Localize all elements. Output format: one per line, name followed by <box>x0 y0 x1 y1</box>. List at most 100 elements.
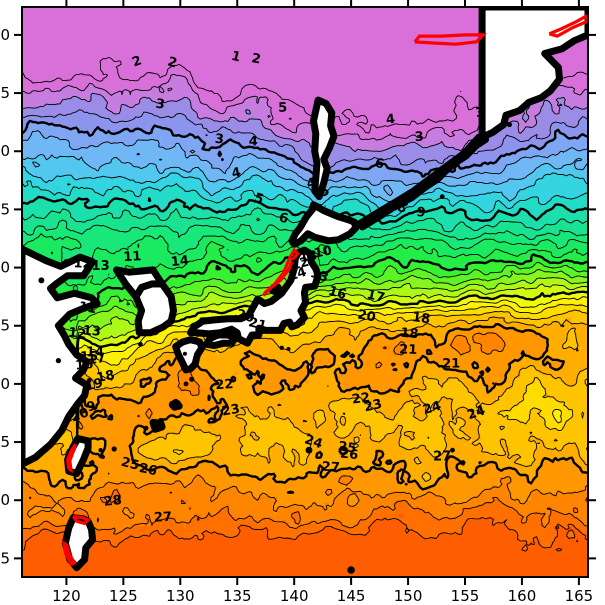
x-tick-label: 120 <box>52 587 81 605</box>
contour-label: 25 <box>337 439 357 457</box>
island-marker <box>286 347 291 351</box>
contour-label: 14 <box>86 345 104 360</box>
temperature-band <box>22 166 588 216</box>
contour-lines <box>22 56 588 552</box>
contour-label: 19 <box>76 399 98 419</box>
axis-ticks <box>14 0 596 585</box>
contour-label: 18 <box>95 368 116 386</box>
island-marker <box>98 448 103 453</box>
contour-label: 26 <box>339 446 359 463</box>
x-tick-label: 140 <box>280 587 309 605</box>
x-tick-label: 165 <box>565 587 594 605</box>
x-tick-label: 155 <box>451 587 480 605</box>
y-tick-label: 40 <box>0 259 10 277</box>
landmasses <box>22 7 588 574</box>
axis-tick-labels: 1201251301351401451501551601651520253035… <box>0 26 593 605</box>
temperature-band <box>22 331 588 535</box>
island-marker <box>439 194 445 200</box>
temperature-band <box>22 235 588 296</box>
island-marker <box>143 425 149 431</box>
contour-label: 16 <box>75 357 94 374</box>
x-tick-label: 145 <box>337 587 366 605</box>
contour-label: 12 <box>289 255 310 274</box>
landmass-kamchatka <box>478 7 588 141</box>
landmass-shikoku <box>203 331 239 349</box>
temperature-band <box>22 317 588 495</box>
contour-label: 19 <box>83 376 104 395</box>
x-tick-label: 135 <box>223 587 252 605</box>
island-marker <box>38 277 45 284</box>
temperature-band <box>22 269 588 339</box>
island-marker <box>154 421 161 428</box>
contour-label: 21 <box>247 315 268 334</box>
contour-label: 24 <box>421 399 443 418</box>
contour-label: 11 <box>123 249 142 265</box>
contour-label: 1 <box>230 49 242 66</box>
contour-line-25 <box>22 323 588 494</box>
island-marker <box>189 376 195 382</box>
coast-highlight-taiwan-west-coast <box>65 443 78 473</box>
contour-label: 14 <box>287 265 309 285</box>
island-marker <box>86 378 92 383</box>
contour-label: 9 <box>416 205 427 221</box>
landmass-china <box>22 245 101 468</box>
contour-label: 3 <box>214 132 224 148</box>
contour-line-1 <box>22 56 588 134</box>
temperature-band <box>22 7 588 142</box>
contour-label: 18 <box>411 310 431 327</box>
temperature-band <box>22 514 588 577</box>
contour-label: 13 <box>92 259 110 274</box>
contour-label: 13 <box>308 266 330 286</box>
axis-frame <box>21 6 589 578</box>
y-tick-label: 50 <box>0 142 10 160</box>
island-marker <box>371 216 377 222</box>
coast-highlight-kamchatka-east-coast <box>548 14 588 38</box>
contour-label: 27 <box>154 510 173 526</box>
contour-label: 23 <box>363 397 384 416</box>
contour-label: 22 <box>215 377 234 393</box>
island-marker <box>182 351 187 356</box>
contour-label: 23 <box>221 402 241 420</box>
contour-label: 10 <box>313 243 334 261</box>
island-marker <box>317 206 322 211</box>
temperature-band <box>22 220 588 270</box>
landmass-kyushu <box>172 336 206 374</box>
contour-label: 4 <box>385 112 396 128</box>
contour-label: 18 <box>400 326 419 343</box>
contour-label: 5 <box>252 191 265 208</box>
contour-label: 4 <box>305 175 318 192</box>
island-marker <box>55 358 62 364</box>
coast-highlight-luzon-north-coast <box>71 514 91 526</box>
island-marker <box>183 381 189 387</box>
temperature-band <box>22 92 588 170</box>
contour-line-24 <box>22 316 588 483</box>
contour-label: 15 <box>80 349 99 365</box>
landmass-sado <box>269 283 282 296</box>
contour-label: 3 <box>414 130 424 146</box>
temperature-band <box>22 240 588 307</box>
landmass-honshu <box>187 246 322 347</box>
y-tick-label: 55 <box>0 84 10 102</box>
temperature-band <box>22 254 588 321</box>
y-tick-label: 60 <box>0 26 10 44</box>
contour-label: 22 <box>351 390 371 407</box>
contour-label: 2 <box>250 51 262 67</box>
contour-label: 16 <box>327 284 349 303</box>
coast-highlight-okhotsk-north-coast <box>413 33 487 46</box>
contour-label: 24 <box>465 403 487 423</box>
contour-line-5 <box>22 119 588 178</box>
contour-label: 27 <box>433 450 451 465</box>
island-marker <box>403 201 408 206</box>
contour-label: 17 <box>87 351 107 368</box>
y-tick-label: 15 <box>0 549 10 567</box>
island-marker <box>347 566 355 574</box>
contour-label: 28 <box>103 493 123 510</box>
y-tick-label: 35 <box>0 317 10 335</box>
x-tick-label: 125 <box>109 587 138 605</box>
island-marker <box>52 437 58 442</box>
island-marker <box>80 437 85 442</box>
contour-label: 3 <box>475 105 487 121</box>
landmass-hokkaido <box>288 201 360 248</box>
